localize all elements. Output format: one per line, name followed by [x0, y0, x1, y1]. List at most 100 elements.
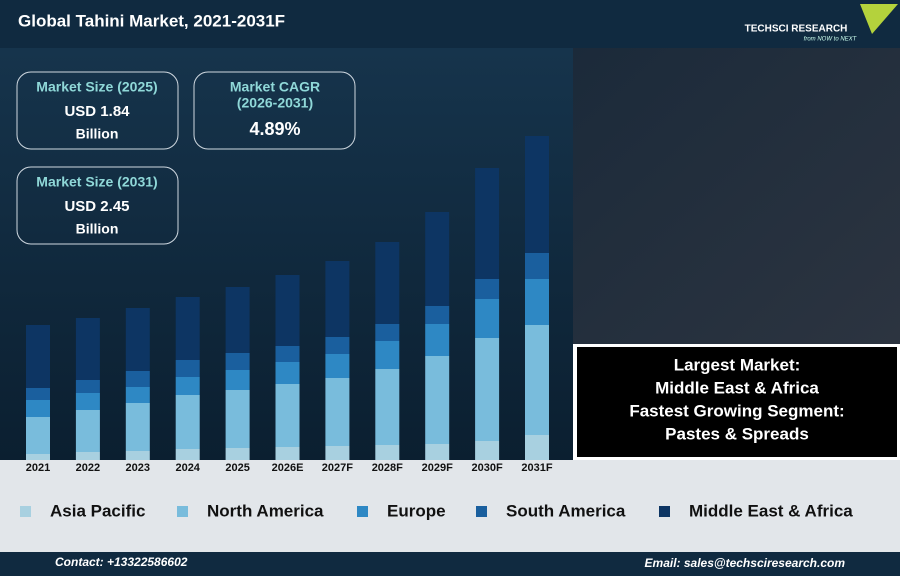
bar-segment — [525, 325, 549, 435]
bar-segment — [325, 446, 350, 460]
x-tick-label: 2027F — [322, 462, 353, 474]
x-tick-label: 2026E — [272, 462, 304, 474]
legend-label: Asia Pacific — [50, 501, 145, 520]
bar-segment — [275, 275, 300, 346]
bar-segment — [375, 445, 400, 460]
bar-segment — [325, 261, 350, 337]
info-line: Middle East & Africa — [655, 378, 819, 397]
side-panel — [573, 48, 900, 344]
bar-segment — [175, 297, 200, 360]
card-value: USD 1.84 — [64, 103, 130, 120]
legend-swatch — [357, 506, 368, 517]
bar-segment — [225, 448, 250, 460]
bar-segment — [525, 435, 549, 460]
footer-bar — [0, 552, 900, 576]
info-line: Largest Market: — [674, 355, 801, 374]
bar-segment — [225, 353, 250, 370]
bar-segment — [425, 444, 450, 460]
card — [16, 166, 179, 245]
x-tick-label: 2025 — [225, 462, 249, 474]
bar-segment — [475, 441, 500, 460]
x-tick-label: 2022 — [76, 462, 100, 474]
bar-segment — [275, 384, 300, 447]
logo: TECHSCI RESEARCH — [745, 24, 848, 35]
bar-segment — [475, 168, 500, 279]
info-line: Fastest Growing Segment: — [629, 401, 844, 420]
bar-segment — [425, 356, 450, 444]
bar-segment — [125, 308, 150, 371]
bar-segment — [375, 341, 400, 369]
bar-segment — [125, 387, 150, 403]
bar-segment — [475, 279, 500, 299]
bar-segment — [425, 212, 450, 306]
bar-segment — [175, 377, 200, 395]
bar-segment — [525, 279, 549, 325]
legend-label: North America — [207, 501, 324, 520]
bar-segment — [525, 136, 549, 253]
bar-segment — [475, 338, 500, 441]
info-box — [577, 347, 897, 457]
card — [16, 71, 179, 150]
bar-segment — [325, 337, 350, 354]
bar-segment — [26, 417, 50, 454]
bar-segment — [375, 369, 400, 445]
legend-strip — [0, 460, 900, 552]
x-tick-label: 2021 — [26, 462, 50, 474]
bar-segment — [525, 253, 549, 279]
bar-segment — [225, 390, 250, 448]
bar-segment — [475, 299, 500, 338]
bar-segment — [225, 370, 250, 390]
bar-segment — [26, 325, 50, 388]
legend-swatch — [659, 506, 670, 517]
bar-segment — [26, 400, 50, 417]
bar-segment — [325, 354, 350, 378]
card-title: Market Size (2031) — [36, 174, 157, 190]
bar-segment — [75, 410, 100, 452]
x-tick-label: 2024 — [175, 462, 200, 474]
x-tick-label: 2029F — [422, 462, 453, 474]
card-subtitle: (2026-2031) — [237, 95, 313, 111]
card-unit: Billion — [76, 126, 119, 142]
card-unit: Billion — [76, 221, 119, 237]
card-value: 4.89% — [249, 119, 300, 139]
bar-segment — [175, 395, 200, 449]
bar-segment — [26, 454, 50, 460]
legend-swatch — [476, 506, 487, 517]
x-tick-label: 2031F — [521, 462, 552, 474]
bar-segment — [275, 447, 300, 460]
bar-segment — [425, 324, 450, 356]
bar-segment — [325, 378, 350, 446]
card-title: Market Size (2025) — [36, 79, 157, 95]
legend-label: South America — [506, 501, 626, 520]
bar-segment — [125, 371, 150, 387]
bar-segment — [75, 393, 100, 410]
bar-segment — [175, 360, 200, 377]
bar-segment — [175, 449, 200, 460]
bar-segment — [75, 380, 100, 393]
bar-segment — [375, 242, 400, 324]
x-tick-label: 2023 — [126, 462, 150, 474]
bar-segment — [75, 452, 100, 460]
bar-segment — [125, 403, 150, 451]
bar-segment — [26, 388, 50, 400]
email: Email: sales@techsciresearch.com — [645, 556, 846, 570]
header-bar — [0, 0, 900, 48]
legend-label: Middle East & Africa — [689, 501, 853, 520]
card — [193, 71, 356, 150]
logo-tagline: from NOW to NEXT — [804, 37, 858, 43]
logo-mark — [860, 4, 898, 34]
title: Global Tahini Market, 2021-2031F — [18, 11, 285, 30]
bar-segment — [75, 318, 100, 380]
x-tick-label: 2030F — [471, 462, 502, 474]
bar-segment — [225, 287, 250, 353]
info-line: Pastes & Spreads — [665, 424, 809, 443]
card-value: USD 2.45 — [64, 198, 129, 215]
bar-segment — [425, 306, 450, 324]
contact: Contact: +13322586602 — [55, 555, 188, 569]
legend-label: Europe — [387, 501, 446, 520]
bar-segment — [125, 451, 150, 460]
bar-segment — [275, 362, 300, 384]
bar-segment — [375, 324, 400, 341]
legend-swatch — [20, 506, 31, 517]
